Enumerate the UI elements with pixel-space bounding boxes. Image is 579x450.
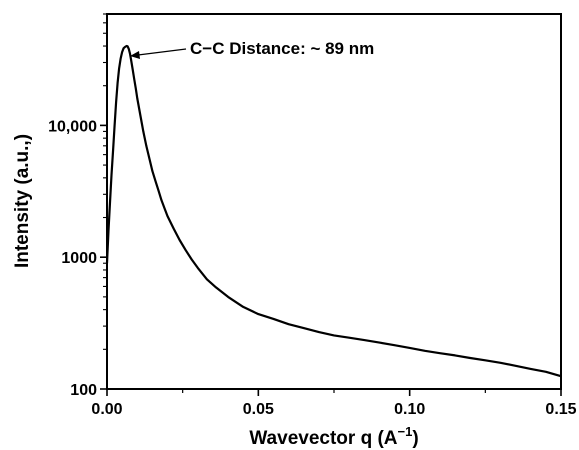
x-axis-title: Wavevector q (A−1) <box>249 424 418 449</box>
ticks-layer: 0.00 0.05 0.10 0.15 100 1000 10,000 <box>48 13 577 418</box>
series-line-intensity <box>105 44 562 378</box>
y-tick-label: 1000 <box>61 250 97 267</box>
y-axis-title: Intensity (a.u.,) <box>12 134 33 268</box>
x-axis-title-superscript: −1 <box>398 424 413 439</box>
y-tick-label: 10,000 <box>48 118 97 135</box>
x-tick-label: 0.05 <box>243 401 274 418</box>
annotation-arrow <box>137 48 187 56</box>
x-tick-label: 0.00 <box>91 401 122 418</box>
annotation-arrowhead <box>130 51 140 59</box>
annotation: C−C Distance: ~ 89 nm <box>130 39 374 59</box>
x-tick-label: 0.15 <box>545 401 576 418</box>
annotation-text: C−C Distance: ~ 89 nm <box>190 39 374 58</box>
y-tick-label: 100 <box>70 382 97 399</box>
x-tick-label: 0.10 <box>394 401 425 418</box>
plot-frame <box>106 13 562 390</box>
